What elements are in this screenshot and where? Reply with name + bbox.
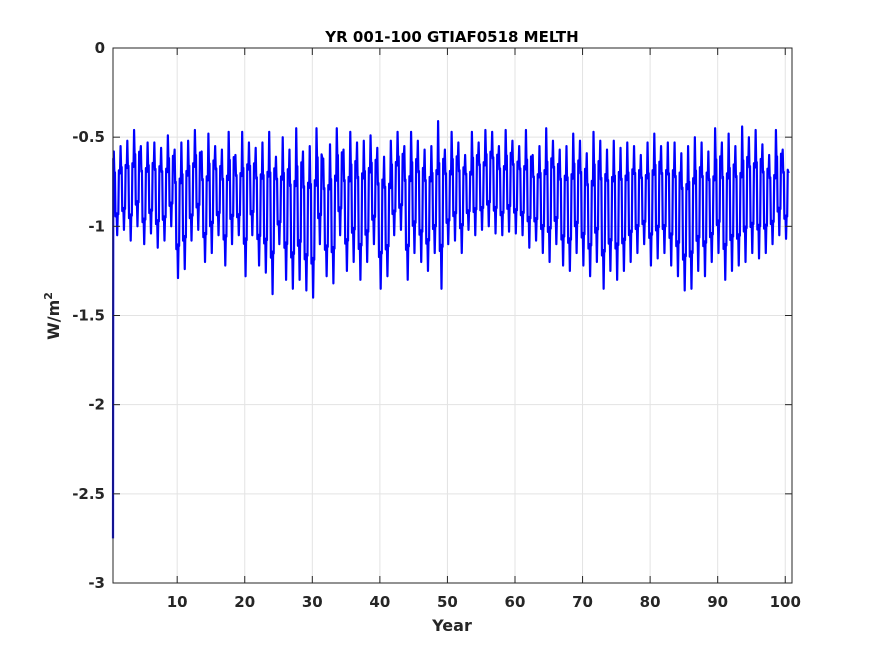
x-tick-label: 40 [369,593,390,611]
y-axis-label-superscript: 2 [42,292,55,300]
x-tick-label: 100 [770,593,801,611]
x-tick-label: 60 [505,593,526,611]
y-tick-label: -1 [88,217,105,235]
x-axis-label: Year [431,616,472,635]
series-line [111,120,790,539]
y-tick-labels: 0 -0.5 -1 -1.5 -2 -2.5 -3 [72,39,105,592]
x-tick-label: 90 [707,593,728,611]
y-tick-label: -2.5 [72,485,105,503]
y-tick-label: -2 [88,396,105,414]
x-tick-label: 50 [437,593,458,611]
y-tick-label: 0 [95,39,105,57]
y-tick-label: -1.5 [72,307,105,325]
x-tick-labels: 10 20 30 40 50 60 70 80 90 100 [167,593,801,611]
y-axis-label: W/m2 [42,292,63,340]
x-tick-label: 70 [572,593,593,611]
x-tick-label: 10 [167,593,188,611]
y-axis-label-base: W/m [44,300,63,340]
x-tick-label: 80 [640,593,661,611]
x-tick-label: 20 [234,593,255,611]
y-tick-label: -3 [88,574,105,592]
x-tick-label: 30 [302,593,323,611]
data-series [111,120,790,539]
chart-title: YR 001-100 GTIAF0518 MELTH [324,28,578,46]
y-tick-label: -0.5 [72,128,105,146]
axis-ticks [113,47,792,584]
